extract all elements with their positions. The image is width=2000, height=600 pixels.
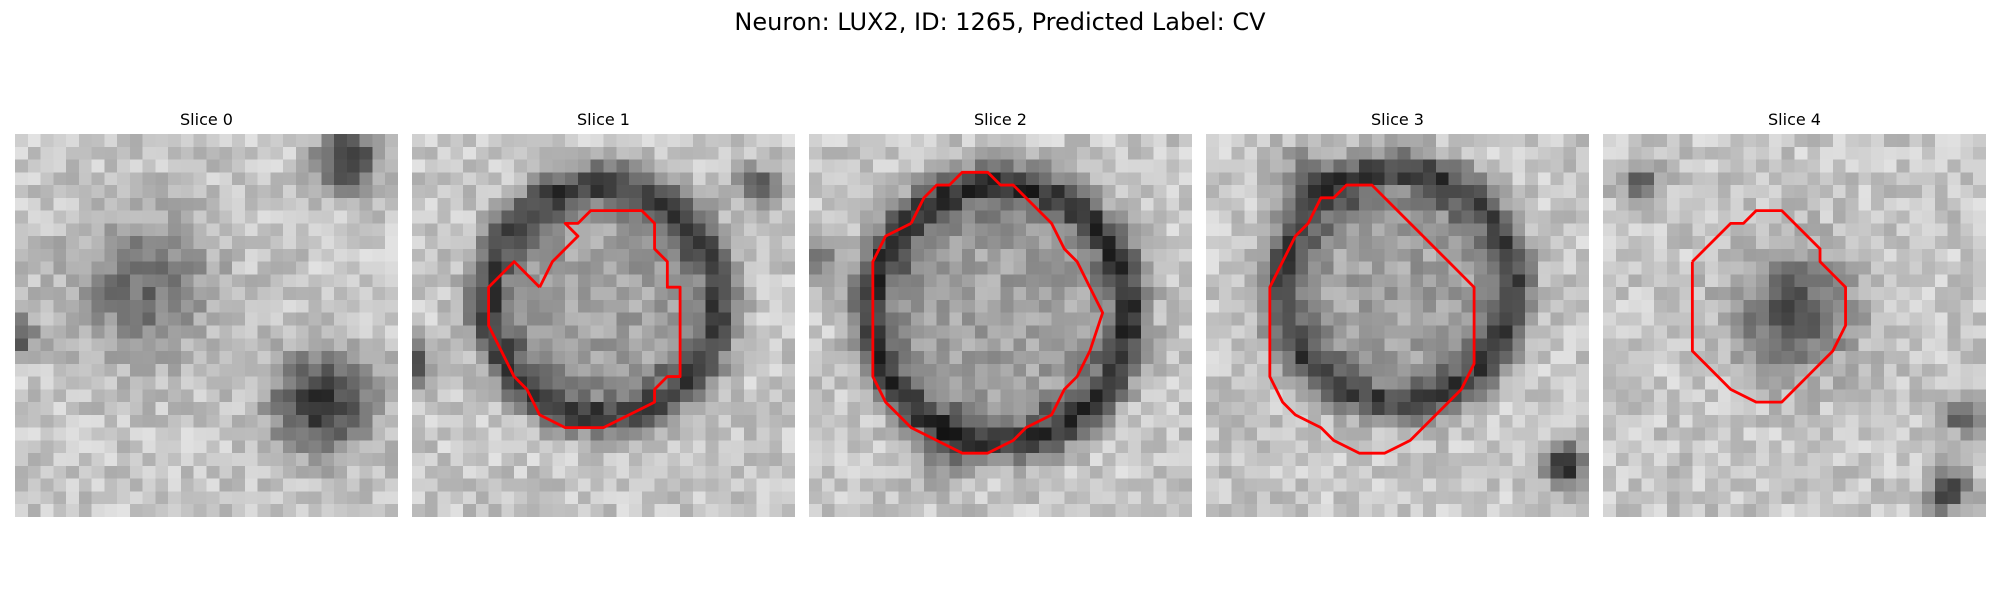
slice-0-panel — [15, 134, 398, 517]
slice-4-contour — [1690, 209, 1847, 404]
slice-3-contour — [1268, 183, 1476, 455]
slice-1-panel — [412, 134, 795, 517]
slice-2-panel — [809, 134, 1192, 517]
slice-1-contour — [487, 209, 682, 430]
slice-2-title: Slice 2 — [974, 110, 1027, 129]
slice-2-image — [809, 134, 1192, 517]
slice-2-contour — [871, 170, 1105, 455]
slice-0-image — [15, 134, 398, 517]
figure-title: Neuron: LUX2, ID: 1265, Predicted Label:… — [734, 8, 1266, 36]
slice-3-panel — [1206, 134, 1589, 517]
slice-3-title: Slice 3 — [1371, 110, 1424, 129]
slice-0-title: Slice 0 — [180, 110, 233, 129]
slice-4-title: Slice 4 — [1768, 110, 1821, 129]
slice-3-image — [1206, 134, 1589, 517]
slice-4-panel — [1603, 134, 1986, 517]
slice-1-image — [412, 134, 795, 517]
slice-4-image — [1603, 134, 1986, 517]
slice-1-title: Slice 1 — [577, 110, 630, 129]
